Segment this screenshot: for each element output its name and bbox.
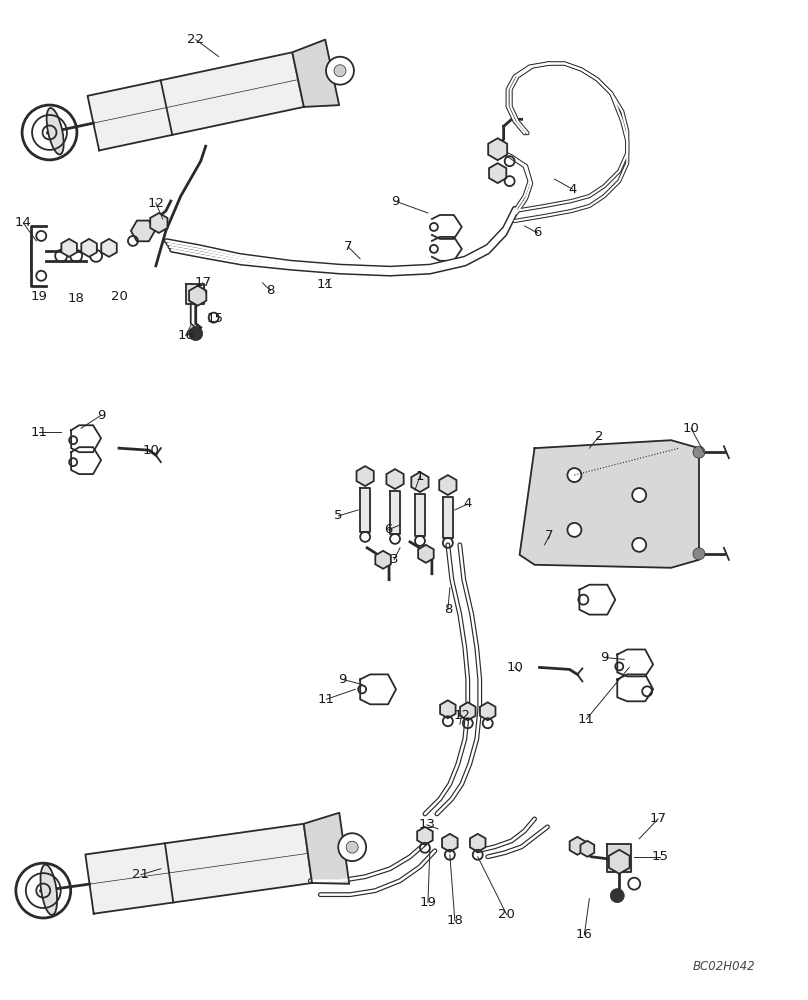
Text: 8: 8 [444,603,452,616]
Text: 20: 20 [499,908,515,921]
Text: 15: 15 [651,850,668,863]
Circle shape [339,833,366,861]
Text: 16: 16 [177,329,194,342]
Text: 10: 10 [506,661,523,674]
Polygon shape [86,824,312,914]
Circle shape [189,327,203,341]
Circle shape [632,538,646,552]
Polygon shape [292,40,339,107]
Text: 4: 4 [568,183,577,196]
Circle shape [693,548,705,560]
Polygon shape [415,494,425,536]
Text: 18: 18 [68,292,85,305]
Text: 18: 18 [446,914,463,927]
Circle shape [567,468,582,482]
Text: 7: 7 [344,240,352,253]
Text: 15: 15 [206,312,223,325]
Text: 11: 11 [317,278,334,291]
Polygon shape [390,491,400,534]
Text: 14: 14 [15,216,32,229]
Ellipse shape [16,863,70,918]
Text: 13: 13 [419,818,436,831]
Ellipse shape [22,105,77,160]
Text: 12: 12 [453,709,470,722]
Ellipse shape [47,108,64,154]
Polygon shape [443,497,452,538]
Text: 3: 3 [389,553,398,566]
Circle shape [334,65,346,77]
Circle shape [693,446,705,458]
Polygon shape [608,844,631,872]
Text: 9: 9 [391,195,399,208]
Text: 11: 11 [31,426,48,439]
Text: 16: 16 [576,928,593,941]
Text: 4: 4 [464,497,472,510]
Circle shape [346,841,358,853]
Text: 20: 20 [111,290,128,303]
Circle shape [567,523,582,537]
Text: 12: 12 [147,197,164,210]
Text: 17: 17 [650,812,667,825]
Text: 7: 7 [545,529,553,542]
Text: 2: 2 [595,430,604,443]
Text: 19: 19 [31,290,48,303]
Circle shape [326,57,354,85]
Text: BC02H042: BC02H042 [692,960,755,973]
Text: 19: 19 [419,896,436,909]
Text: 9: 9 [338,673,347,686]
Polygon shape [520,440,699,568]
Text: 5: 5 [334,509,343,522]
Polygon shape [304,813,349,884]
Circle shape [632,488,646,502]
Text: 9: 9 [600,651,608,664]
Text: 22: 22 [187,33,204,46]
Text: 21: 21 [133,868,149,881]
Text: 8: 8 [267,284,275,297]
Polygon shape [186,284,204,304]
Text: 6: 6 [384,523,392,536]
Ellipse shape [40,865,57,915]
Polygon shape [87,52,304,150]
Text: 11: 11 [578,713,595,726]
Text: 9: 9 [97,409,105,422]
Polygon shape [360,488,370,532]
Text: 10: 10 [683,422,700,435]
Circle shape [610,889,625,903]
Text: 1: 1 [415,470,424,483]
Text: 6: 6 [533,226,541,239]
Text: 11: 11 [318,693,335,706]
Text: 10: 10 [142,444,159,457]
Text: 17: 17 [194,276,211,289]
